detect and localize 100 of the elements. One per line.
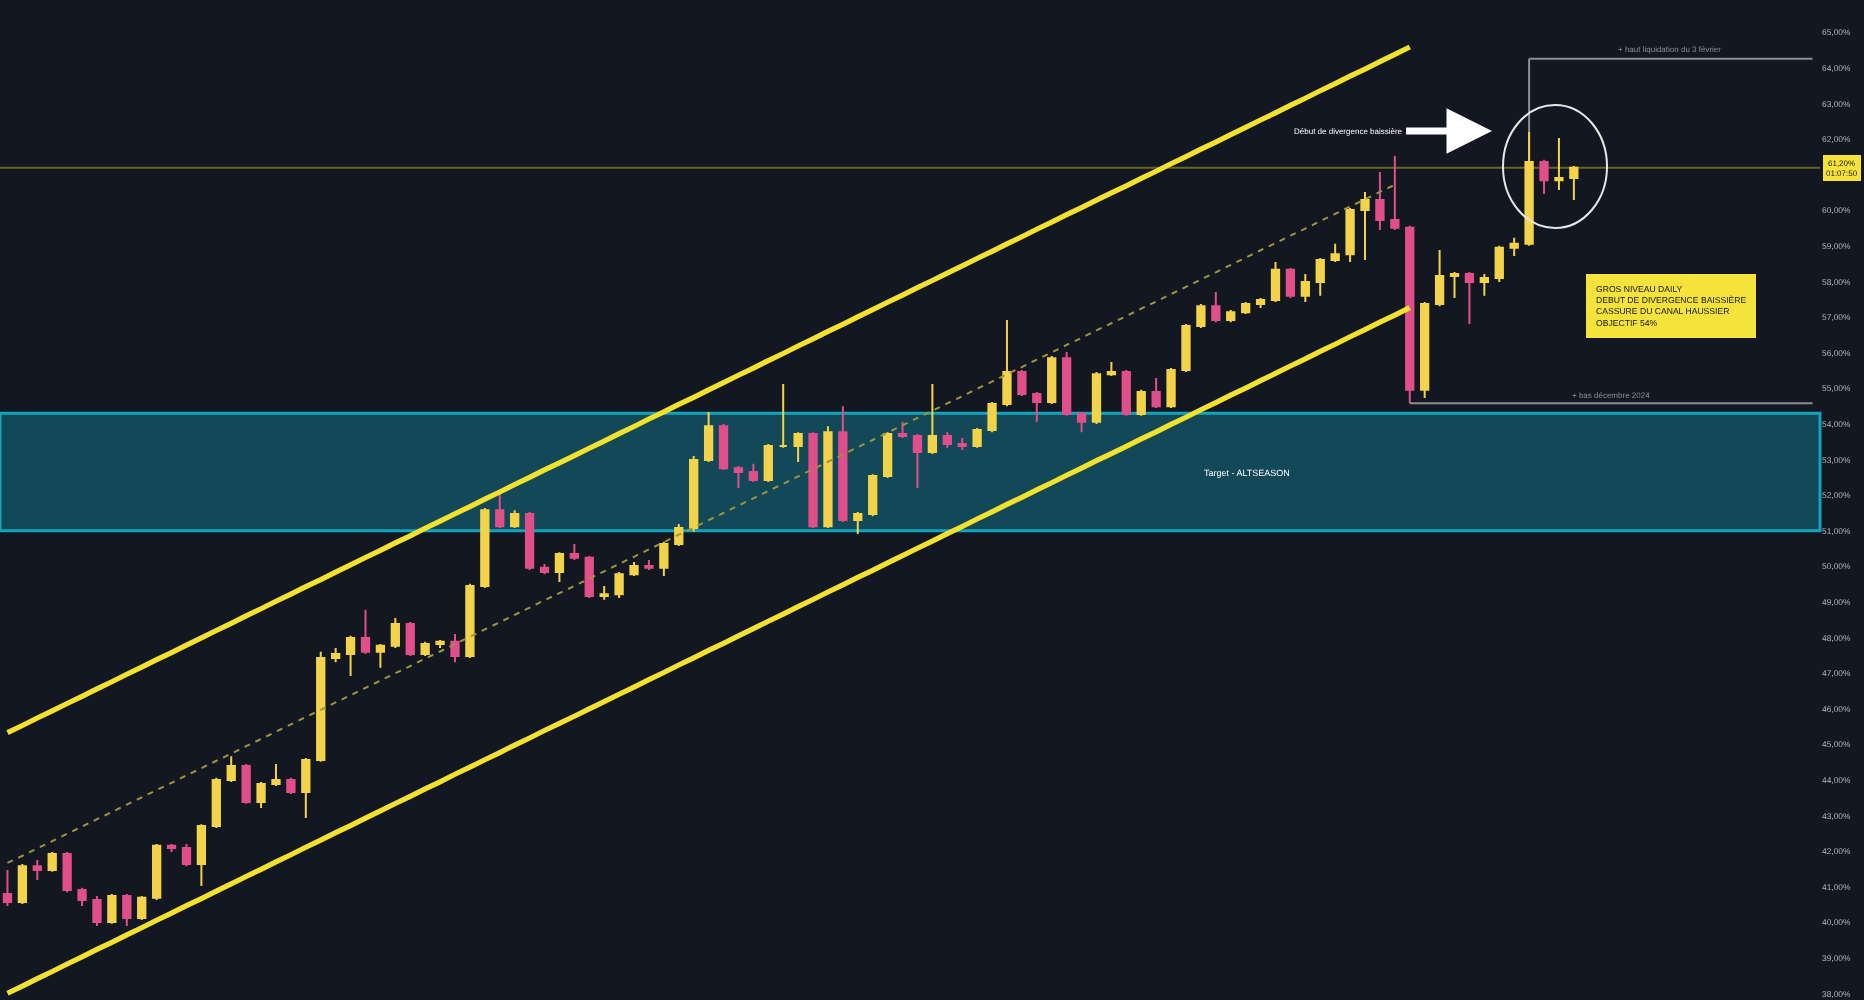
candlestick [62,850,72,894]
candlestick [1181,322,1191,374]
candlestick [1106,361,1117,377]
candlestick [1255,296,1266,309]
candlestick [584,555,594,600]
candlestick [301,756,311,820]
candlestick [450,633,460,664]
candlestick [77,886,87,908]
candlestick [733,465,744,490]
candlestick [1375,170,1385,231]
candlestick [659,540,669,577]
candlestick [360,608,371,655]
candlestick [808,431,818,529]
candlestick [1076,410,1087,434]
line-series [6,183,1396,864]
candlestick [1017,368,1027,397]
candlestick [763,442,773,484]
candlestick [17,863,28,905]
candlestick [912,432,923,490]
candlestick [1136,388,1146,417]
candlestick [1390,154,1400,231]
candlestick [1449,270,1460,299]
candlestick [927,383,938,455]
candlestick [1226,309,1236,324]
candlestick [1464,270,1475,325]
candlestick [226,755,236,784]
candlestick [166,843,177,853]
candlestick [1002,319,1012,408]
candlestick [405,620,415,658]
candlestick [375,643,386,669]
candlestick [897,420,908,439]
candlestick [390,617,400,649]
candlestick [32,859,42,882]
candlestick [465,582,475,659]
line-series [4,304,1413,996]
candlestick [1479,273,1489,297]
candlestick [1360,190,1370,261]
candlestick [614,571,624,600]
candlestick [2,869,13,908]
candlestick [1241,300,1251,315]
candlestick [286,776,296,795]
candlestick [495,491,505,529]
candlestick [703,410,714,464]
candlestick [1270,261,1281,303]
candlestick [778,383,788,449]
candlestick [1420,300,1430,399]
candlestick [435,639,445,649]
candlestick [957,436,967,451]
candlestick [972,426,982,449]
candlestick [1434,248,1445,308]
candlestick [1047,355,1057,406]
candlestick [942,431,952,449]
candlestick [1121,368,1131,417]
candlestick [1285,267,1296,299]
candlestick [1345,206,1355,264]
candlestick [181,843,192,868]
candlestick [420,640,430,658]
candlestick [793,431,803,464]
candlestick [47,850,57,873]
candlestick [1196,303,1206,329]
candlestick [122,892,132,927]
candlestick [629,561,639,577]
candlestick [1061,351,1072,417]
candlestick [1554,137,1564,192]
candlestick [1315,257,1325,297]
candlestick [868,473,878,518]
candlestick [331,646,341,664]
candlestick [151,843,162,901]
candlestick [316,650,326,763]
candlestick [987,400,997,434]
candlestick [718,423,729,471]
candlestick [524,510,535,571]
candlestick [1166,367,1176,409]
candlestick [1032,390,1042,423]
candlestick [882,431,893,480]
candlestick [748,462,759,484]
candlestick [1405,224,1415,405]
candlestick [554,551,565,584]
candlestick [510,509,520,529]
candlestick [1494,244,1504,283]
candlestick [539,562,550,576]
candlestick [92,895,102,927]
candlestick [1569,164,1579,202]
candlestick [256,781,266,810]
candlestick [689,455,699,533]
candlestick [1151,377,1161,409]
candlestick [480,507,490,590]
candlestick [137,895,147,921]
candlestick [107,892,117,925]
candlestick [644,558,654,571]
line-series [4,44,1413,736]
candlestick [196,823,207,888]
candlestick [1330,242,1340,264]
candlestick [1539,158,1549,196]
candlestick [211,776,221,830]
candlestick [271,762,281,788]
candlestick [823,425,833,529]
candlestick [1091,371,1102,425]
candlestick [1211,290,1221,324]
candlestick [838,405,848,523]
